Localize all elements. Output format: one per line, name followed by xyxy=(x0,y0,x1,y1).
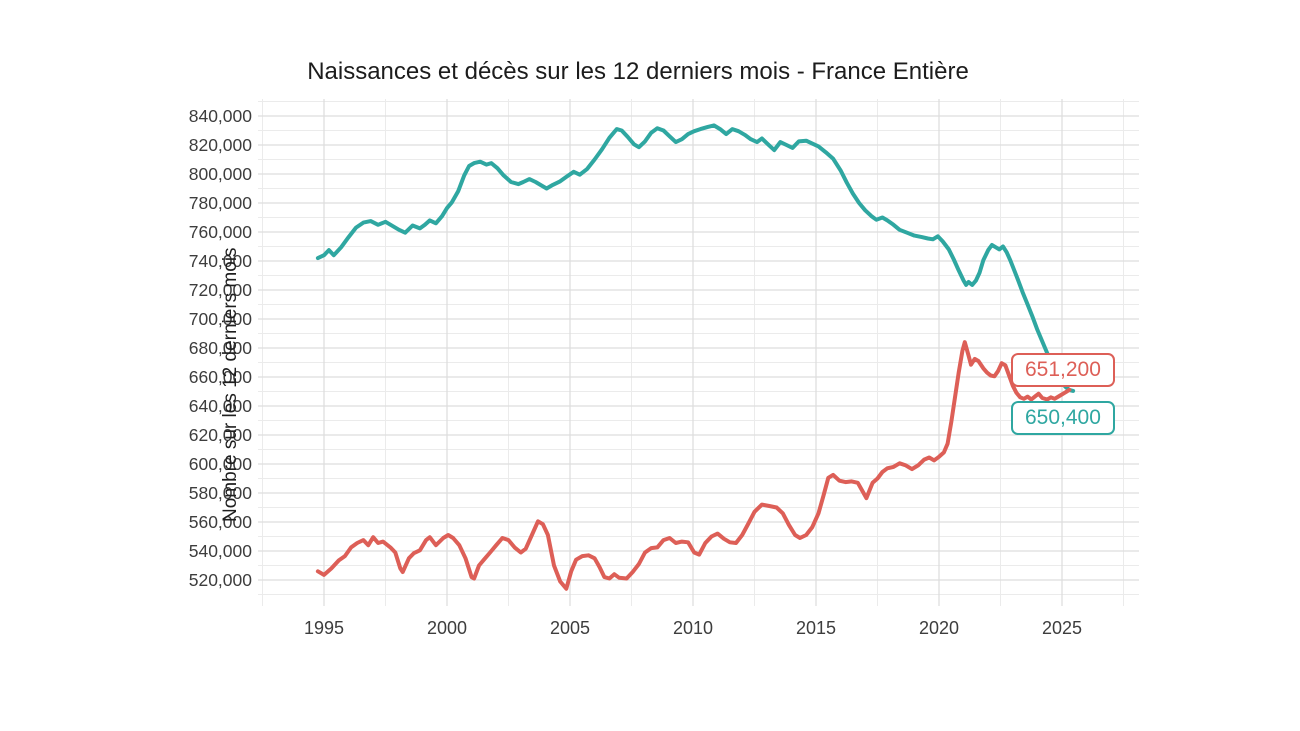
y-tick-label: 520,000 xyxy=(189,570,253,590)
x-tick-label: 2010 xyxy=(673,618,713,638)
y-tick-label: 720,000 xyxy=(189,280,253,300)
y-tick-label: 640,000 xyxy=(189,396,253,416)
y-tick-label: 560,000 xyxy=(189,512,253,532)
y-tick-label: 780,000 xyxy=(189,193,253,213)
x-tick-label: 2000 xyxy=(427,618,467,638)
chart-title: Naissances et décès sur les 12 derniers … xyxy=(307,58,969,85)
y-tick-label: 580,000 xyxy=(189,483,253,503)
y-tick-label: 820,000 xyxy=(189,135,253,155)
y-tick-label: 620,000 xyxy=(189,425,253,445)
y-tick-label: 660,000 xyxy=(189,367,253,387)
x-tick-label: 2020 xyxy=(919,618,959,638)
y-tick-label: 840,000 xyxy=(189,106,253,126)
births-end-value-label: 650,400 xyxy=(1011,401,1115,435)
y-tick-label: 760,000 xyxy=(189,222,253,242)
y-axis-title: Nombre sur les 12 derniers mois xyxy=(220,247,241,522)
x-tick-label: 2025 xyxy=(1042,618,1082,638)
y-tick-label: 700,000 xyxy=(189,309,253,329)
x-tick-label: 2015 xyxy=(796,618,836,638)
x-tick-label: 2005 xyxy=(550,618,590,638)
deaths-line xyxy=(315,340,1072,591)
y-tick-label: 540,000 xyxy=(189,541,253,561)
y-tick-label: 740,000 xyxy=(189,251,253,271)
y-tick-label: 800,000 xyxy=(189,164,253,184)
births-line xyxy=(315,123,1076,393)
x-tick-label: 1995 xyxy=(304,618,344,638)
deaths-end-value-label: 651,200 xyxy=(1011,353,1115,387)
y-tick-label: 680,000 xyxy=(189,338,253,358)
y-tick-label: 600,000 xyxy=(189,454,253,474)
